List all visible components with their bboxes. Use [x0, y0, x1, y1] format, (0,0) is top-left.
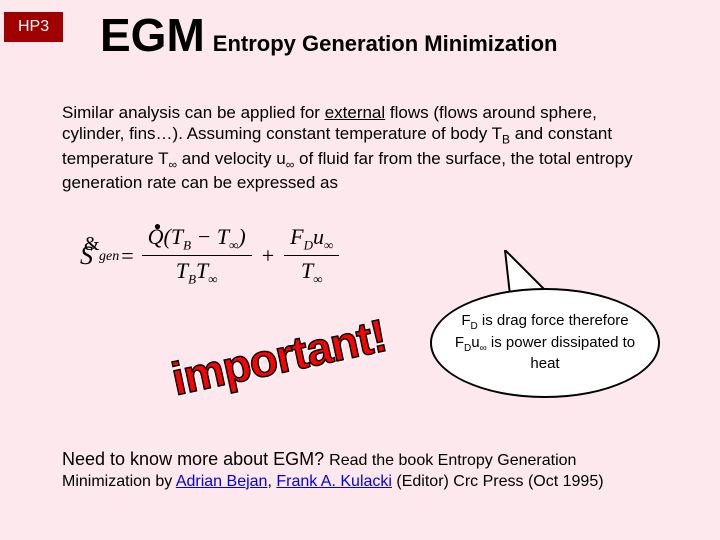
- author-link-2[interactable]: Frank A. Kulacki: [276, 473, 392, 490]
- title-acronym: EGM: [100, 8, 205, 62]
- co-asub: D: [471, 321, 478, 332]
- eq-den-sub-inf: ∞: [208, 272, 217, 287]
- footer-text2: (Editor) Crc Press (Oct 1995): [392, 473, 604, 490]
- callout-bubble: FD is drag force therefore FDu∞ is power…: [430, 288, 660, 398]
- title-expansion: Entropy Generation Minimization: [213, 31, 558, 57]
- body-external-word: external: [325, 103, 385, 122]
- sub-inf2: ∞: [286, 157, 295, 171]
- body-paragraph: Similar analysis can be applied for exte…: [62, 102, 660, 193]
- eq-den2-sub: ∞: [313, 272, 322, 287]
- eq-open: (T: [164, 224, 184, 249]
- footer-lead: Need to know more about EGM?: [62, 449, 329, 469]
- eq-sub-d: D: [304, 237, 313, 252]
- co-dsub: ∞: [480, 343, 487, 354]
- footer-sep: ,: [267, 473, 276, 490]
- eq-close: ): [238, 224, 245, 249]
- co-e: is power dissipated to heat: [487, 334, 635, 373]
- eq-u: u: [313, 224, 324, 249]
- body-pre: Similar analysis can be applied for: [62, 103, 325, 122]
- eq-equals: =: [121, 243, 133, 269]
- footer: Need to know more about EGM? Read the bo…: [62, 448, 660, 493]
- slide-title: EGM Entropy Generation Minimization: [100, 8, 557, 62]
- eq-frac1: Q(TB − T∞) TBT∞: [142, 222, 252, 290]
- eq-den-sub-b: B: [188, 272, 196, 287]
- eq-frac2: FDu∞ T∞: [284, 222, 339, 290]
- important-stamp: important!: [167, 308, 391, 406]
- eq-plus: +: [262, 243, 274, 269]
- eq-den-t1: T: [176, 258, 188, 283]
- co-d: u: [471, 334, 479, 351]
- eq-sub-inf2: ∞: [324, 237, 333, 252]
- eq-f: F: [290, 224, 303, 249]
- eq-mid: − T: [191, 224, 229, 249]
- eq-q: Q: [148, 224, 164, 250]
- sub-inf1: ∞: [168, 157, 177, 171]
- eq-lhs: & Sgen: [80, 241, 113, 271]
- callout: FD is drag force therefore FDu∞ is power…: [430, 288, 670, 398]
- slide-badge: HP3: [4, 12, 63, 42]
- sub-b: B: [502, 133, 510, 147]
- eq-den-t2: T: [196, 258, 208, 283]
- eq-sub-b: B: [183, 237, 191, 252]
- equation: & Sgen = Q(TB − T∞) TBT∞ + FDu∞ T∞: [80, 222, 339, 290]
- body-mid2: and velocity u: [177, 149, 286, 168]
- co-a: F: [461, 312, 470, 329]
- eq-gen: gen: [99, 249, 119, 264]
- eq-den2-t: T: [301, 258, 313, 283]
- author-link-1[interactable]: Adrian Bejan: [176, 473, 268, 490]
- callout-text: FD is drag force therefore FDu∞ is power…: [446, 312, 644, 374]
